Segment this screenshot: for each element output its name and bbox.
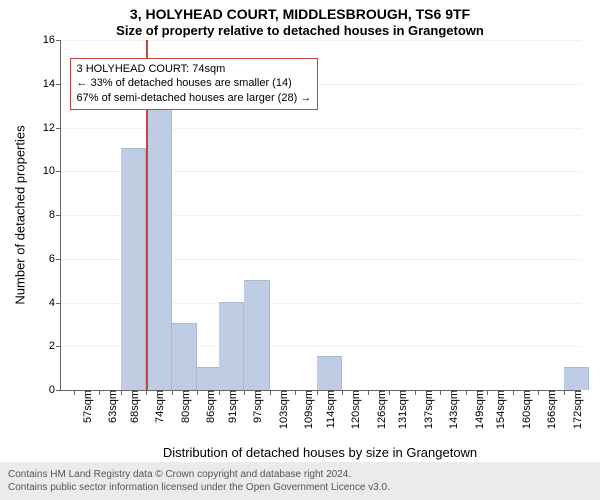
x-tick-mark [513,390,514,395]
y-tick-label: 6 [49,253,61,265]
x-tick-mark [74,390,75,395]
histogram-bar [172,323,197,390]
y-tick-label: 8 [49,209,61,221]
x-tick-mark [487,390,488,395]
x-tick-mark [564,390,565,395]
y-tick-label: 16 [43,34,61,46]
y-tick-label: 10 [43,165,61,177]
histogram-bar [564,367,589,390]
x-tick-mark [172,390,173,395]
y-tick-label: 2 [49,340,61,352]
x-tick-mark [368,390,369,395]
x-tick-label: 137sqm [419,390,435,429]
footer-line-2: Contains public sector information licen… [8,481,592,494]
x-tick-label: 91sqm [223,390,239,423]
x-tick-label: 97sqm [248,390,264,423]
x-tick-mark [389,390,390,395]
info-box-line-3: 67% of semi-detached houses are larger (… [77,91,312,106]
x-tick-label: 160sqm [517,390,533,429]
y-tick-label: 4 [49,297,61,309]
x-tick-mark [270,390,271,395]
x-tick-label: 149sqm [470,390,486,429]
x-tick-mark [219,390,220,395]
x-tick-mark [146,390,147,395]
x-tick-mark [244,390,245,395]
x-tick-mark [99,390,100,395]
x-tick-label: 143sqm [444,390,460,429]
y-tick-label: 14 [43,78,61,90]
x-tick-label: 131sqm [393,390,409,429]
x-tick-label: 74sqm [150,390,166,423]
x-tick-mark [538,390,539,395]
histogram-bar [219,302,244,391]
x-tick-label: 126sqm [372,390,388,429]
histogram-bar [244,280,269,390]
page-subtitle: Size of property relative to detached ho… [0,22,600,38]
page-title: 3, HOLYHEAD COURT, MIDDLESBROUGH, TS6 9T… [0,0,600,22]
x-tick-mark [415,390,416,395]
x-tick-label: 103sqm [274,390,290,429]
y-tick-label: 0 [49,384,61,396]
x-tick-mark [121,390,122,395]
x-tick-label: 63sqm [103,390,119,423]
attribution-footer: Contains HM Land Registry data © Crown c… [0,462,600,500]
x-tick-label: 57sqm [78,390,94,423]
x-tick-mark [295,390,296,395]
footer-line-1: Contains HM Land Registry data © Crown c… [8,468,592,481]
x-tick-label: 166sqm [542,390,558,429]
histogram-bar [317,356,342,390]
x-tick-label: 80sqm [176,390,192,423]
x-tick-mark [440,390,441,395]
gridline [61,40,581,41]
x-axis-label: Distribution of detached houses by size … [60,445,580,460]
x-tick-label: 114sqm [321,390,337,428]
chart-container: 024681012141657sqm63sqm68sqm74sqm80sqm86… [60,40,581,391]
gridline [61,128,581,129]
property-info-box: 3 HOLYHEAD COURT: 74sqm← 33% of detached… [70,58,319,111]
histogram-bar [146,96,171,390]
x-tick-mark [317,390,318,395]
x-tick-label: 86sqm [201,390,217,423]
x-tick-mark [197,390,198,395]
y-axis-label: Number of detached properties [12,125,27,304]
x-tick-label: 109sqm [299,390,315,429]
y-tick-label: 12 [43,122,61,134]
x-tick-label: 172sqm [568,390,584,429]
histogram-plot: 024681012141657sqm63sqm68sqm74sqm80sqm86… [60,40,581,391]
x-tick-mark [466,390,467,395]
info-box-line-2: ← 33% of detached houses are smaller (14… [77,76,312,91]
x-tick-label: 120sqm [346,390,362,429]
x-tick-label: 154sqm [491,390,507,429]
histogram-bar [121,148,146,390]
x-tick-label: 68sqm [125,390,141,423]
info-box-line-1: 3 HOLYHEAD COURT: 74sqm [77,62,312,77]
x-tick-mark [342,390,343,395]
